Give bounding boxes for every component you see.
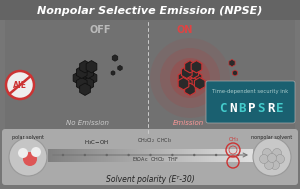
Text: ON: ON xyxy=(177,25,193,35)
Circle shape xyxy=(268,153,277,163)
Polygon shape xyxy=(182,66,192,79)
Bar xyxy=(189,149,190,162)
Bar xyxy=(228,149,229,162)
Text: No Emission: No Emission xyxy=(67,120,110,126)
Bar xyxy=(112,149,113,162)
Bar xyxy=(136,149,137,162)
Text: Emission: Emission xyxy=(172,120,204,126)
Bar xyxy=(52,149,53,162)
Bar xyxy=(214,149,215,162)
Text: $\rm H_3C{-}OH$: $\rm H_3C{-}OH$ xyxy=(85,139,110,147)
Bar xyxy=(204,149,205,162)
Bar xyxy=(232,149,233,162)
Circle shape xyxy=(260,154,268,163)
Bar xyxy=(127,149,128,162)
Bar xyxy=(165,149,166,162)
Text: P: P xyxy=(248,101,255,115)
Polygon shape xyxy=(178,72,189,84)
Bar xyxy=(169,149,170,162)
Bar xyxy=(153,149,154,162)
Bar xyxy=(227,149,228,162)
Bar xyxy=(170,149,171,162)
Bar xyxy=(210,149,211,162)
Bar xyxy=(149,149,150,162)
Text: S: S xyxy=(257,101,265,115)
Bar xyxy=(229,149,230,162)
Bar xyxy=(88,149,89,162)
Bar xyxy=(180,149,181,162)
Bar xyxy=(236,149,237,162)
Bar xyxy=(166,149,167,162)
Polygon shape xyxy=(111,71,115,75)
Bar xyxy=(97,149,98,162)
Text: $\rm EtOAc\ \ CHCl_2\ \ THF$: $\rm EtOAc\ \ CHCl_2\ \ THF$ xyxy=(132,156,178,164)
Bar xyxy=(155,149,156,162)
Bar xyxy=(247,149,248,162)
Bar xyxy=(56,149,57,162)
Circle shape xyxy=(149,154,152,156)
Polygon shape xyxy=(73,72,84,84)
Bar xyxy=(145,149,146,162)
Circle shape xyxy=(272,149,281,157)
Bar xyxy=(91,149,92,162)
Bar xyxy=(122,149,123,162)
Bar xyxy=(222,149,223,162)
Circle shape xyxy=(128,154,130,156)
Bar xyxy=(137,149,138,162)
Bar xyxy=(146,149,147,162)
Circle shape xyxy=(150,38,230,118)
Circle shape xyxy=(193,154,196,156)
Bar xyxy=(212,149,213,162)
Bar xyxy=(132,149,133,162)
Circle shape xyxy=(6,71,34,99)
Bar xyxy=(245,149,246,162)
Polygon shape xyxy=(229,59,235,67)
Circle shape xyxy=(170,58,210,98)
Bar xyxy=(164,149,165,162)
Bar xyxy=(74,149,75,162)
Bar xyxy=(167,149,168,162)
Bar xyxy=(184,149,185,162)
Circle shape xyxy=(62,154,64,156)
Text: Solvent polarity (Eᵀ-30): Solvent polarity (Eᵀ-30) xyxy=(106,176,194,184)
Bar xyxy=(192,149,193,162)
Bar xyxy=(100,149,101,162)
Bar xyxy=(205,149,206,162)
Bar xyxy=(156,149,157,162)
Bar xyxy=(123,149,124,162)
Bar xyxy=(109,149,110,162)
Bar xyxy=(73,149,74,162)
Circle shape xyxy=(215,154,217,156)
Bar xyxy=(101,149,102,162)
Bar xyxy=(140,149,141,162)
Text: AIE: AIE xyxy=(13,81,27,90)
Bar xyxy=(58,149,59,162)
Bar xyxy=(190,149,191,162)
Text: Time-dependent security ink: Time-dependent security ink xyxy=(212,90,288,94)
Bar xyxy=(138,149,139,162)
Bar xyxy=(177,149,178,162)
Bar xyxy=(225,149,226,162)
Bar xyxy=(198,149,199,162)
Bar xyxy=(209,149,210,162)
Bar xyxy=(159,149,160,162)
Bar xyxy=(66,149,67,162)
Bar xyxy=(147,149,148,162)
Polygon shape xyxy=(194,77,205,90)
Circle shape xyxy=(237,154,239,156)
Bar xyxy=(158,149,159,162)
Bar xyxy=(87,149,88,162)
Bar xyxy=(111,149,112,162)
Bar xyxy=(187,149,188,162)
Bar xyxy=(193,149,194,162)
Bar xyxy=(237,149,238,162)
Bar xyxy=(241,149,242,162)
Bar xyxy=(251,149,252,162)
Circle shape xyxy=(18,148,28,158)
Circle shape xyxy=(171,154,174,156)
Bar xyxy=(92,149,93,162)
Bar xyxy=(235,149,236,162)
Bar xyxy=(242,149,243,162)
Bar xyxy=(248,149,249,162)
